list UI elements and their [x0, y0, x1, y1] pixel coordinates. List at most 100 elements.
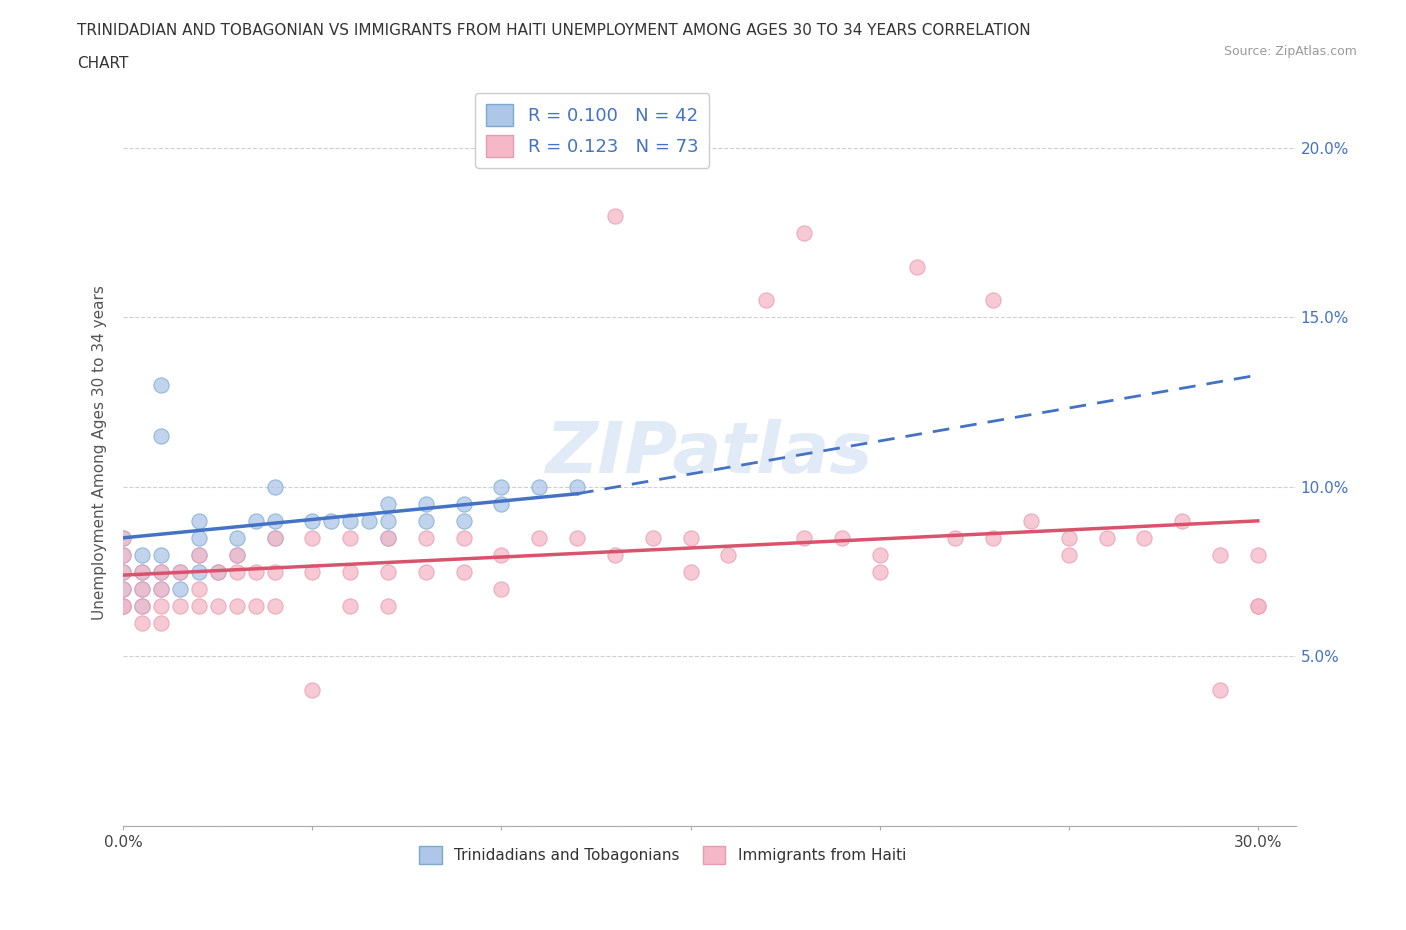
Point — [187, 548, 209, 563]
Point — [263, 530, 285, 545]
Point — [150, 598, 173, 613]
Point — [169, 598, 191, 613]
Point — [793, 225, 815, 240]
Point — [263, 565, 285, 579]
Point — [869, 565, 891, 579]
Point — [187, 513, 209, 528]
Point — [131, 565, 153, 579]
Point — [263, 598, 285, 613]
Point — [150, 615, 173, 630]
Point — [377, 513, 399, 528]
Point — [377, 530, 399, 545]
Point — [1247, 598, 1270, 613]
Text: TRINIDADIAN AND TOBAGONIAN VS IMMIGRANTS FROM HAITI UNEMPLOYMENT AMONG AGES 30 T: TRINIDADIAN AND TOBAGONIAN VS IMMIGRANTS… — [77, 23, 1031, 38]
Point — [225, 598, 247, 613]
Point — [1209, 548, 1232, 563]
Point — [415, 497, 437, 512]
Point — [453, 497, 475, 512]
Point — [359, 513, 381, 528]
Point — [131, 581, 153, 596]
Point — [415, 565, 437, 579]
Point — [1057, 530, 1080, 545]
Point — [169, 565, 191, 579]
Point — [603, 208, 626, 223]
Point — [529, 530, 551, 545]
Point — [131, 598, 153, 613]
Point — [453, 530, 475, 545]
Point — [150, 429, 173, 444]
Point — [755, 293, 778, 308]
Point — [245, 513, 267, 528]
Point — [831, 530, 853, 545]
Point — [245, 598, 267, 613]
Point — [150, 378, 173, 392]
Point — [679, 530, 702, 545]
Point — [245, 565, 267, 579]
Point — [565, 480, 588, 495]
Point — [187, 581, 209, 596]
Point — [415, 530, 437, 545]
Point — [225, 548, 247, 563]
Point — [150, 581, 173, 596]
Point — [793, 530, 815, 545]
Point — [112, 581, 135, 596]
Point — [1209, 683, 1232, 698]
Point — [150, 565, 173, 579]
Point — [1095, 530, 1118, 545]
Point — [603, 548, 626, 563]
Point — [187, 530, 209, 545]
Point — [377, 598, 399, 613]
Point — [150, 565, 173, 579]
Point — [150, 548, 173, 563]
Point — [415, 513, 437, 528]
Point — [943, 530, 966, 545]
Point — [907, 259, 929, 274]
Point — [491, 480, 513, 495]
Point — [453, 565, 475, 579]
Point — [377, 565, 399, 579]
Point — [112, 598, 135, 613]
Point — [491, 497, 513, 512]
Point — [1019, 513, 1042, 528]
Point — [112, 565, 135, 579]
Point — [225, 548, 247, 563]
Point — [339, 565, 361, 579]
Point — [112, 598, 135, 613]
Point — [717, 548, 740, 563]
Point — [453, 513, 475, 528]
Point — [112, 548, 135, 563]
Point — [131, 598, 153, 613]
Point — [1171, 513, 1194, 528]
Point — [112, 530, 135, 545]
Point — [321, 513, 343, 528]
Point — [207, 565, 229, 579]
Point — [263, 480, 285, 495]
Point — [1247, 548, 1270, 563]
Point — [207, 598, 229, 613]
Point — [187, 565, 209, 579]
Point — [981, 530, 1004, 545]
Point — [491, 548, 513, 563]
Point — [263, 513, 285, 528]
Point — [169, 565, 191, 579]
Point — [131, 548, 153, 563]
Point — [207, 565, 229, 579]
Text: Source: ZipAtlas.com: Source: ZipAtlas.com — [1223, 45, 1357, 58]
Point — [339, 513, 361, 528]
Legend: Trinidadians and Tobagonians, Immigrants from Haiti: Trinidadians and Tobagonians, Immigrants… — [413, 840, 912, 870]
Y-axis label: Unemployment Among Ages 30 to 34 years: Unemployment Among Ages 30 to 34 years — [93, 286, 107, 620]
Text: ZIPatlas: ZIPatlas — [546, 418, 873, 487]
Point — [112, 598, 135, 613]
Point — [187, 548, 209, 563]
Point — [565, 530, 588, 545]
Point — [869, 548, 891, 563]
Point — [339, 598, 361, 613]
Point — [225, 530, 247, 545]
Point — [529, 480, 551, 495]
Point — [112, 581, 135, 596]
Point — [225, 565, 247, 579]
Point — [679, 565, 702, 579]
Point — [112, 565, 135, 579]
Point — [263, 530, 285, 545]
Point — [301, 683, 323, 698]
